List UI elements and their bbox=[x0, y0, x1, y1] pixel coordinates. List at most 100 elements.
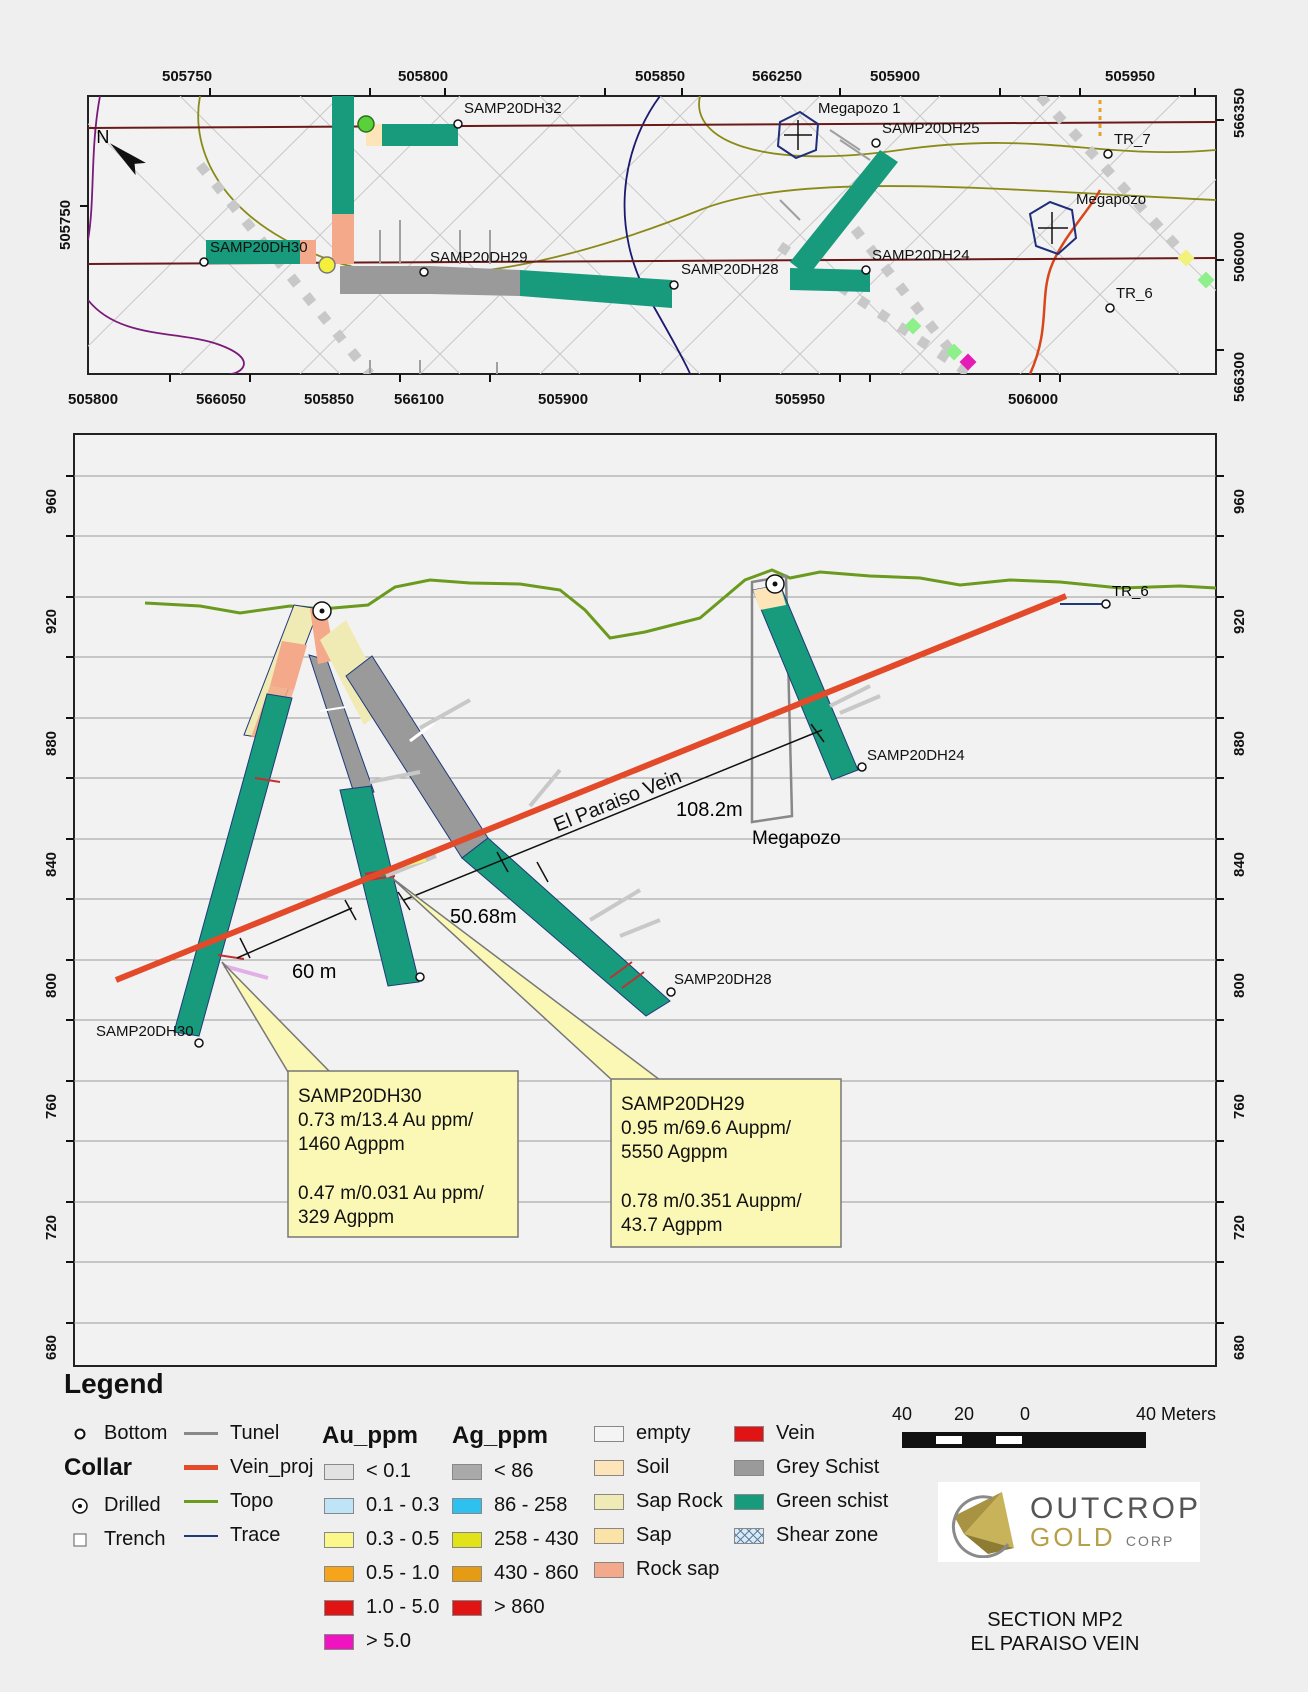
plan-bottom-label: 505950 bbox=[775, 391, 825, 408]
scale-label: 0 bbox=[1020, 1404, 1031, 1424]
legend-au-item: > 5.0 bbox=[324, 1630, 411, 1653]
plan-shaft-megapozo1 bbox=[776, 110, 820, 160]
elev-label: 760 bbox=[1231, 1094, 1248, 1119]
scale-label: 20 bbox=[954, 1404, 975, 1424]
plan-contour-purple bbox=[88, 299, 245, 374]
plan-map: N 505750 505800 505850 566250 505900 505… bbox=[57, 68, 1248, 408]
legend-au-label: 0.1 - 0.3 bbox=[366, 1494, 440, 1516]
plan-bottom-label: 566100 bbox=[394, 391, 444, 408]
legend-bottom: Bottom bbox=[72, 1422, 167, 1445]
legend-lith-swatch bbox=[734, 1459, 764, 1476]
legend-au-item: < 0.1 bbox=[324, 1460, 411, 1483]
plan-top-label: 505850 bbox=[635, 68, 685, 85]
label-dh32: SAMP20DH32 bbox=[464, 100, 562, 117]
hole-label-dh24: SAMP20DH24 bbox=[867, 747, 965, 764]
label-dh25: SAMP20DH25 bbox=[882, 120, 980, 137]
plan-bottom-label: 505800 bbox=[68, 391, 118, 408]
plan-right-label: 506000 bbox=[1231, 232, 1248, 282]
elev-label: 960 bbox=[43, 489, 60, 514]
elev-label: 720 bbox=[43, 1215, 60, 1240]
section-right-axis: 960 920 880 840 800 760 720 680 bbox=[1231, 489, 1248, 1360]
label-dh30: SAMP20DH30 bbox=[210, 239, 308, 256]
bottom-dh28-icon[interactable] bbox=[666, 987, 676, 997]
legend-au-label: 1.0 - 5.0 bbox=[366, 1596, 440, 1618]
plan-graticule bbox=[88, 96, 1216, 374]
legend-trace-label: Trace bbox=[230, 1524, 281, 1546]
legend-lith-swatch bbox=[594, 1527, 624, 1544]
distance-label-60: 60 m bbox=[292, 961, 336, 983]
legend-lith-item: Vein bbox=[734, 1422, 815, 1445]
callout-dh29-line: 0.78 m/0.351 Auppm/ bbox=[621, 1191, 802, 1212]
plan-bottom-label: 505900 bbox=[538, 391, 588, 408]
collar-dh32-icon[interactable] bbox=[357, 115, 375, 133]
elev-label: 920 bbox=[43, 609, 60, 634]
callout-dh29-line: 0.95 m/69.6 Auppm/ bbox=[621, 1118, 792, 1139]
legend-au-swatch bbox=[324, 1565, 354, 1582]
legend-au-item: 0.1 - 0.3 bbox=[324, 1494, 439, 1517]
plan-assay-ticks bbox=[369, 129, 871, 374]
legend-drilled-label: Drilled bbox=[104, 1494, 161, 1516]
legend-vein-proj: Vein_proj bbox=[184, 1456, 313, 1479]
bottom-dh29-icon[interactable] bbox=[415, 972, 425, 982]
legend-lith-swatch bbox=[734, 1493, 764, 1510]
distance-label-50: 50.68m bbox=[450, 906, 517, 928]
legend-lith-item: Shear zone bbox=[734, 1524, 878, 1547]
drilled-collar-dh24-icon[interactable] bbox=[765, 574, 785, 594]
megapozo-label: Megapozo bbox=[752, 828, 841, 849]
legend-lith-label: Vein bbox=[776, 1422, 815, 1444]
bottom-dh24-icon[interactable] bbox=[857, 762, 867, 772]
callout-dh29-line: 43.7 Agppm bbox=[621, 1215, 722, 1236]
plan-stream bbox=[623, 96, 691, 374]
legend-au-label: 0.3 - 0.5 bbox=[366, 1528, 440, 1550]
company-logo: OUTCROP GOLD CORP bbox=[938, 1482, 1200, 1562]
plan-ticks bbox=[80, 88, 1224, 382]
bottom-dh30-icon[interactable] bbox=[194, 1038, 204, 1048]
logo-corp-text: CORP bbox=[1125, 1533, 1175, 1549]
elev-label: 800 bbox=[43, 973, 60, 998]
legend-au-item: 0.3 - 0.5 bbox=[324, 1528, 439, 1551]
assay-bar-pink bbox=[223, 964, 269, 980]
legend-ag-label: 430 - 860 bbox=[494, 1562, 579, 1584]
legend-lith-label: Rock sap bbox=[636, 1558, 720, 1580]
callout-dh29-title: SAMP20DH29 bbox=[621, 1094, 745, 1115]
label-tr7: TR_7 bbox=[1114, 131, 1151, 148]
plan-right-label: 566350 bbox=[1231, 88, 1248, 138]
legend-ag-item: > 860 bbox=[452, 1596, 545, 1619]
legend-ag-label: 86 - 258 bbox=[494, 1494, 568, 1516]
trench-tr6-bottom-icon[interactable] bbox=[1101, 599, 1111, 609]
section-ticks bbox=[66, 475, 1224, 1324]
plan-feature-labels: SAMP20DH32 SAMP20DH30 SAMP20DH29 SAMP20D… bbox=[210, 100, 1153, 302]
distance-lines bbox=[236, 723, 825, 959]
legend-au-label: > 5.0 bbox=[366, 1630, 412, 1652]
plan-bottom-label: 506000 bbox=[1008, 391, 1058, 408]
svg-text:N: N bbox=[96, 127, 109, 147]
cross-section: 960 920 880 840 800 760 720 680 960 920 … bbox=[43, 433, 1248, 1367]
hole-label-dh30: SAMP20DH30 bbox=[96, 1023, 194, 1040]
outcrop-logo-icon bbox=[951, 1492, 1014, 1558]
plan-top-label: 505750 bbox=[162, 68, 212, 85]
legend-au-swatch bbox=[324, 1531, 354, 1548]
topo-line-icon bbox=[184, 1500, 218, 1503]
legend-lith-label: Soil bbox=[636, 1456, 670, 1478]
plan-left-label: 505750 bbox=[57, 200, 74, 250]
callout-dh30-line: 0.47 m/0.031 Au ppm/ bbox=[298, 1183, 485, 1204]
legend-ag-label: < 86 bbox=[494, 1460, 534, 1482]
bottom-marker-icon bbox=[74, 1428, 86, 1439]
drilled-collar-dh30-icon[interactable] bbox=[312, 601, 332, 621]
elev-label: 720 bbox=[1231, 1215, 1248, 1240]
north-arrow-icon: N bbox=[96, 127, 146, 176]
logo-gold: GOLD CORP bbox=[1030, 1522, 1174, 1553]
collar-dh30-icon[interactable] bbox=[318, 256, 336, 274]
assay-bars bbox=[369, 684, 881, 938]
scale-label: 40 Meters bbox=[1136, 1404, 1217, 1424]
legend-lith-label: Sap bbox=[636, 1524, 672, 1546]
legend-lith-label: Shear zone bbox=[776, 1524, 879, 1546]
legend-au-title: Au_ppm bbox=[322, 1422, 418, 1449]
label-dh29: SAMP20DH29 bbox=[430, 249, 528, 266]
drillhole-dh30 bbox=[173, 604, 320, 1037]
legend-lith-label: Sap Rock bbox=[636, 1490, 723, 1512]
plan-hole-bottoms bbox=[199, 119, 1115, 313]
legend-lith-swatch bbox=[734, 1527, 764, 1544]
legend-lith-item: Sap bbox=[594, 1524, 672, 1547]
elev-label: 760 bbox=[43, 1094, 60, 1119]
